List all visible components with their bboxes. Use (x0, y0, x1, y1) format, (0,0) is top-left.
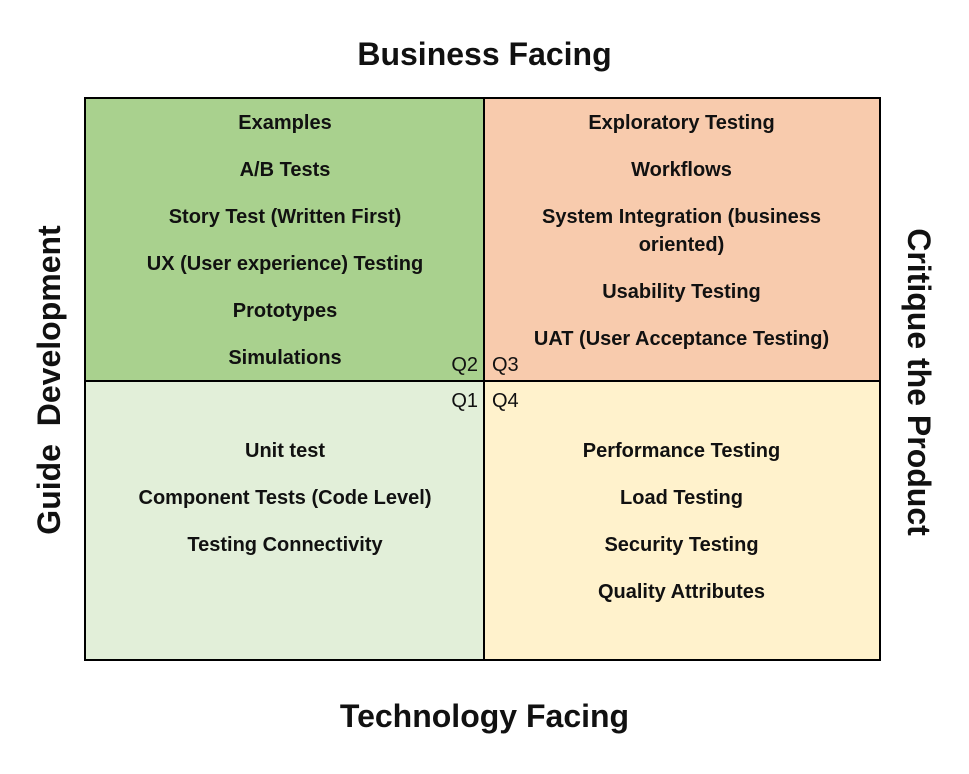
q2-item: A/B Tests (239, 159, 331, 181)
q4-item: Quality Attributes (597, 581, 766, 603)
q1-item: Testing Connectivity (187, 534, 383, 556)
horizontal-divider (86, 380, 879, 382)
quadrant-label-q4: Q4 (492, 390, 519, 412)
q3-item: Usability Testing (602, 281, 761, 303)
q3-item-list: Exploratory Testing Workflows System Int… (484, 109, 879, 372)
q3-item: Workflows (631, 159, 732, 181)
q4-item-list: Performance Testing Load Testing Securit… (484, 437, 879, 625)
q1-item: Unit test (245, 440, 325, 462)
vertical-divider (483, 99, 485, 659)
q4-item: Security Testing (604, 534, 759, 556)
q1-item: Component Tests (Code Level) (138, 487, 432, 509)
quadrant-label-q1: Q1 (451, 390, 478, 412)
quadrant-grid: Examples A/B Tests Story Test (Written F… (84, 97, 881, 661)
q3-item: System Integration (business oriented) (542, 206, 821, 256)
q2-item-list: Examples A/B Tests Story Test (Written F… (86, 109, 484, 391)
q4-item: Performance Testing (582, 440, 781, 462)
q3-item: UAT (User Acceptance Testing) (533, 328, 830, 350)
quadrant-q3: Exploratory Testing Workflows System Int… (484, 99, 879, 381)
axis-label-top: Business Facing (357, 36, 612, 72)
quadrant-q1: Q1 Unit test Component Tests (Code Level… (86, 381, 484, 659)
quadrant-q2: Examples A/B Tests Story Test (Written F… (86, 99, 484, 381)
q3-item: Exploratory Testing (588, 112, 775, 134)
axis-label-left: Guide Development (31, 225, 67, 535)
axis-label-right: Critique the Product (901, 228, 937, 536)
q2-item: Story Test (Written First) (168, 206, 402, 228)
q2-item: UX (User experience) Testing (146, 253, 424, 275)
q2-item: Prototypes (232, 300, 338, 322)
quadrant-label-q3: Q3 (492, 354, 519, 376)
quadrant-label-q2: Q2 (451, 354, 478, 376)
axis-label-bottom: Technology Facing (339, 698, 630, 734)
quadrant-q4: Q4 Performance Testing Load Testing Secu… (484, 381, 879, 659)
q4-item: Load Testing (620, 487, 743, 509)
q2-item: Examples (238, 112, 332, 134)
q2-item: Simulations (228, 347, 342, 369)
q1-item-list: Unit test Component Tests (Code Level) T… (86, 437, 484, 578)
